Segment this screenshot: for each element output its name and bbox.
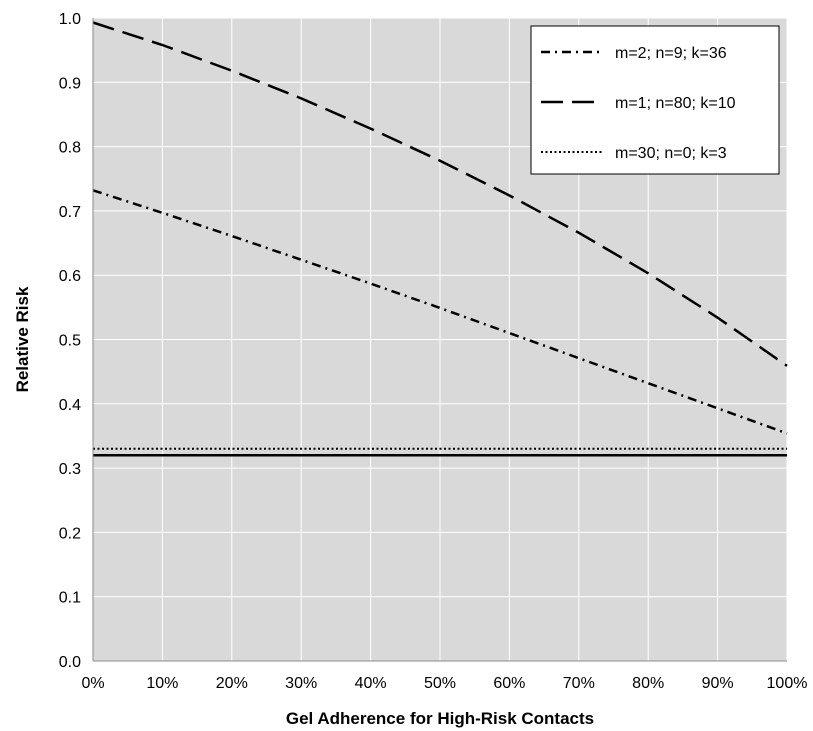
- x-tick-label: 50%: [424, 675, 456, 692]
- series-line-2: [92, 21, 788, 367]
- axes: [92, 18, 787, 662]
- y-tick-label: 0.5: [59, 333, 81, 350]
- x-tick-label: 40%: [355, 675, 387, 692]
- y-tick-label: 1.0: [59, 11, 81, 28]
- y-tick-label: 0.6: [59, 268, 81, 285]
- y-tick-label: 0.2: [59, 525, 81, 542]
- x-tick-label: 30%: [285, 675, 317, 692]
- y-tick-label: 0.3: [59, 461, 81, 478]
- x-tick-label: 0%: [81, 675, 104, 692]
- x-tick-label: 60%: [493, 675, 525, 692]
- y-axis-label: Relative Risk: [13, 286, 32, 392]
- y-tick-label: 0.4: [59, 397, 81, 414]
- x-axis-label: Gel Adherence for High-Risk Contacts: [286, 709, 594, 728]
- legend-label-3: m=30; n=0; k=3: [615, 145, 727, 162]
- legend-label-2: m=1; n=80; k=10: [615, 95, 736, 112]
- x-tick-label: 90%: [702, 675, 734, 692]
- y-tick-label: 0.0: [59, 654, 81, 671]
- x-tick-label: 20%: [216, 675, 248, 692]
- x-tick-label: 10%: [146, 675, 178, 692]
- legend-box: [530, 25, 780, 175]
- legend: m=2; n=9; k=36 m=1; n=80; k=10 m=30; n=0; …: [530, 25, 780, 175]
- series-layer: [92, 21, 788, 457]
- y-tick-label: 0.1: [59, 590, 81, 607]
- legend-label-1: m=2; n=9; k=36: [615, 45, 727, 62]
- tick-labels: 0% 10% 20% 30% 40% 50% 60% 70% 80% 90% 100% 0.0 0.1 0…: [59, 11, 808, 692]
- x-tick-label: 100%: [767, 675, 808, 692]
- y-tick-label: 0.7: [59, 204, 81, 221]
- y-tick-label: 0.9: [59, 75, 81, 92]
- y-tick-label: 0.8: [59, 140, 81, 157]
- x-tick-label: 70%: [563, 675, 595, 692]
- series-line-1: [92, 189, 788, 435]
- x-tick-label: 80%: [632, 675, 664, 692]
